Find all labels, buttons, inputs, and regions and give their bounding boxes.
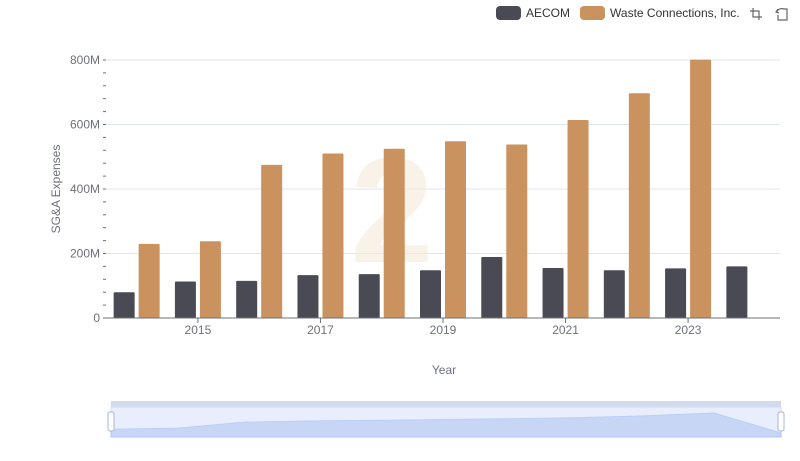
bar-aecom-2022[interactable] [603, 270, 625, 318]
bar-waste-connections-2016[interactable] [261, 164, 283, 318]
axes: 0 200M 400M 600M 800M 2015 2017 2019 2021 2023 [70, 53, 780, 337]
zoom-handle-left[interactable] [107, 411, 115, 432]
legend-item-waste-connections[interactable]: Waste Connections, Inc. [580, 6, 740, 20]
bar-aecom-2021[interactable] [542, 268, 564, 318]
bar-aecom-2018[interactable] [358, 274, 380, 318]
bars [113, 59, 748, 319]
bar-aecom-2019[interactable] [420, 270, 441, 318]
zoom-preview-area [110, 412, 782, 438]
bar-aecom-2016[interactable] [236, 280, 258, 318]
bar-waste-connections-2018[interactable] [383, 148, 405, 318]
bar-aecom-2024[interactable] [726, 266, 748, 318]
y-tick-label: 400M [70, 182, 100, 196]
legend-item-aecom[interactable]: AECOM [496, 6, 570, 20]
data-zoom-slider[interactable] [107, 401, 785, 438]
legend-label-waste-connections: Waste Connections, Inc. [610, 6, 740, 20]
y-tick-label: 600M [70, 118, 100, 132]
x-tick-label: 2021 [552, 323, 579, 337]
zoom-move-handle[interactable] [111, 401, 781, 407]
bar-aecom-2017[interactable] [297, 275, 319, 318]
y-tick-label: 200M [70, 247, 100, 261]
x-axis-title: Year [432, 363, 456, 377]
legend-label-aecom: AECOM [526, 6, 571, 20]
x-tick-label: 2017 [307, 323, 334, 337]
zoom-icon[interactable] [748, 6, 764, 22]
x-tick-label: 2015 [185, 323, 212, 337]
zoom-handle-right[interactable] [777, 411, 785, 432]
restore-icon[interactable] [774, 6, 790, 22]
x-tick-label: 2023 [675, 323, 702, 337]
bar-aecom-2023[interactable] [665, 268, 687, 318]
bar-waste-connections-2023[interactable] [690, 59, 712, 319]
bar-aecom-2014[interactable] [113, 292, 135, 318]
bar-waste-connections-2020[interactable] [506, 144, 528, 318]
grid [106, 59, 780, 254]
y-tick-label: 0 [93, 311, 100, 325]
bar-waste-connections-2021[interactable] [567, 119, 589, 318]
bar-waste-connections-2022[interactable] [628, 93, 650, 318]
bar-aecom-2015[interactable] [174, 281, 196, 318]
x-tick-label: 2019 [430, 323, 457, 337]
legend-swatch-waste-connections [580, 6, 606, 20]
bar-waste-connections-2015[interactable] [199, 241, 221, 318]
bar-waste-connections-2017[interactable] [322, 153, 344, 318]
bar-waste-connections-2019[interactable] [445, 141, 466, 318]
bar-waste-connections-2014[interactable] [138, 243, 160, 318]
y-axis-title: SG&A Expenses [49, 145, 63, 234]
bar-aecom-2020[interactable] [481, 257, 503, 318]
legend: AECOM Waste Connections, Inc. [496, 4, 750, 22]
legend-swatch-aecom [496, 6, 521, 20]
y-tick-label: 800M [70, 53, 100, 67]
